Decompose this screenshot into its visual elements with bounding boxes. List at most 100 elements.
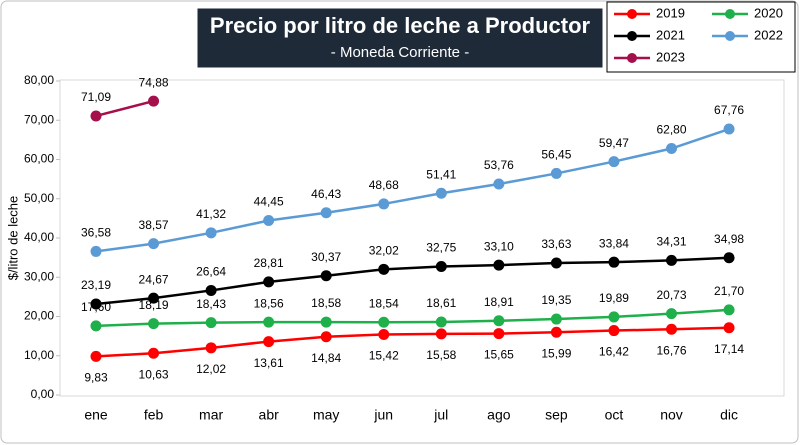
legend-label: 2019 xyxy=(656,5,685,20)
y-tick-label: 0,00 xyxy=(31,387,55,401)
x-tick-label: feb xyxy=(144,407,164,423)
point xyxy=(320,331,332,343)
legend-marker xyxy=(627,31,637,41)
data-label: 33,63 xyxy=(541,237,571,251)
point xyxy=(90,320,102,332)
data-label: 71,09 xyxy=(81,90,111,104)
y-tick-label: 80,00 xyxy=(24,73,54,87)
legend-label: 2020 xyxy=(754,5,783,20)
point xyxy=(608,156,620,168)
point xyxy=(90,350,102,362)
data-label: 46,43 xyxy=(311,187,341,201)
y-tick-label: 40,00 xyxy=(24,230,54,244)
legend-marker xyxy=(627,9,637,19)
point xyxy=(493,328,505,340)
data-label: 18,61 xyxy=(426,296,456,310)
point xyxy=(205,342,217,354)
data-label: 14,84 xyxy=(311,351,341,365)
point xyxy=(148,95,160,107)
data-label: 18,58 xyxy=(311,296,341,310)
series-line xyxy=(95,326,730,358)
point xyxy=(493,259,505,271)
point xyxy=(90,245,102,257)
data-label: 19,89 xyxy=(599,291,629,305)
point xyxy=(723,304,735,316)
point xyxy=(90,110,102,122)
point xyxy=(435,328,447,340)
point xyxy=(148,318,160,330)
point xyxy=(263,316,275,328)
data-label: 26,64 xyxy=(196,265,226,279)
point xyxy=(608,256,620,268)
legend-label: 2023 xyxy=(656,49,685,64)
data-label: 32,02 xyxy=(369,243,399,257)
title-box xyxy=(196,7,604,69)
point xyxy=(666,254,677,266)
y-tick-label: 10,00 xyxy=(24,348,54,362)
point xyxy=(666,308,677,320)
y-axis-label: $/litro de leche xyxy=(5,196,20,281)
data-label: 18,19 xyxy=(139,298,169,312)
data-label: 18,56 xyxy=(254,296,284,310)
data-label: 41,32 xyxy=(196,207,226,221)
point xyxy=(666,323,677,335)
data-label: 13,61 xyxy=(254,356,284,370)
point xyxy=(148,238,160,250)
point xyxy=(205,317,217,329)
data-label: 10,63 xyxy=(139,367,169,381)
point xyxy=(148,292,160,304)
data-label: 23,19 xyxy=(81,278,111,292)
chart-title: Precio por litro de leche a Productor xyxy=(210,13,591,38)
data-label: 33,84 xyxy=(599,236,629,250)
data-label: 16,42 xyxy=(599,345,629,359)
point xyxy=(550,167,562,179)
data-label: 74,88 xyxy=(139,75,169,89)
series-line xyxy=(95,256,730,306)
data-label: 24,67 xyxy=(139,272,169,286)
data-label: 62,80 xyxy=(656,123,686,137)
data-label: 30,37 xyxy=(311,250,341,264)
point xyxy=(148,347,160,359)
data-label: 16,76 xyxy=(656,343,686,357)
x-tick-label: jun xyxy=(373,407,393,423)
legend-marker xyxy=(725,31,735,41)
x-tick-label: ene xyxy=(84,407,108,423)
data-label: 21,70 xyxy=(714,284,744,298)
x-tick-label: may xyxy=(313,407,339,423)
point xyxy=(435,187,447,199)
x-tick-label: oct xyxy=(605,407,624,423)
data-label: 15,42 xyxy=(369,349,399,363)
point xyxy=(263,215,275,227)
data-label: 32,75 xyxy=(426,241,456,255)
legend-marker xyxy=(725,9,735,19)
data-label: 15,65 xyxy=(484,348,514,362)
point xyxy=(723,322,735,334)
series-line xyxy=(95,99,154,118)
data-label: 59,47 xyxy=(599,136,629,150)
legend-marker xyxy=(627,53,637,63)
y-tick-label: 70,00 xyxy=(24,112,54,126)
point xyxy=(263,276,275,288)
point xyxy=(320,316,332,328)
data-label: 38,57 xyxy=(139,218,169,232)
point xyxy=(320,270,332,282)
data-label: 9,83 xyxy=(84,371,108,385)
x-tick-label: abr xyxy=(259,407,280,423)
y-tick-label: 30,00 xyxy=(24,269,54,283)
point xyxy=(723,252,735,264)
series-line xyxy=(95,308,730,328)
data-label: 33,10 xyxy=(484,239,514,253)
data-label: 19,35 xyxy=(541,293,571,307)
point xyxy=(205,284,217,296)
y-tick-label: 60,00 xyxy=(24,152,54,166)
data-label: 67,76 xyxy=(714,103,744,117)
x-tick-label: mar xyxy=(199,407,223,423)
data-label: 12,02 xyxy=(196,362,226,376)
point xyxy=(666,143,677,155)
data-label: 17,14 xyxy=(714,342,744,356)
data-label: 18,54 xyxy=(369,296,399,310)
point xyxy=(493,178,505,190)
point xyxy=(493,315,505,327)
